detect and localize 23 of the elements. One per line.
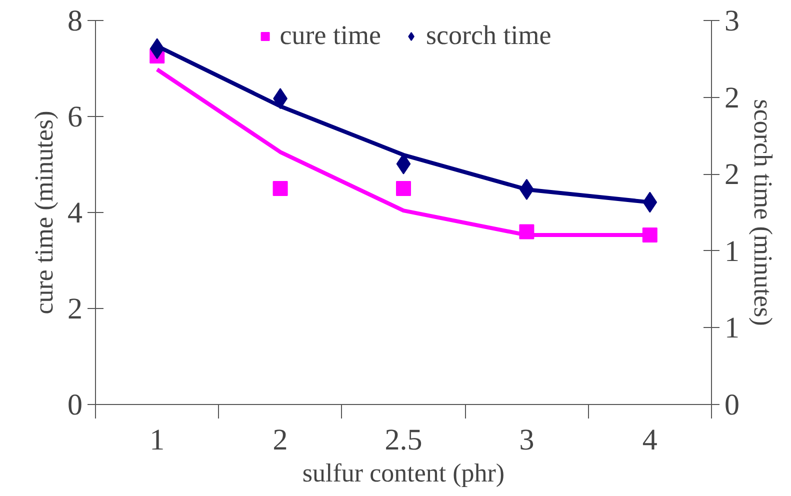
- y2-tick-label: 3: [724, 4, 740, 38]
- y2-tick-label: 2: [724, 81, 740, 114]
- point: [396, 181, 411, 196]
- point: [272, 181, 288, 196]
- x-tick-label: 4: [642, 424, 658, 456]
- y-tick-label: 8: [68, 4, 82, 38]
- x-tick-label: 3: [519, 424, 534, 456]
- y-tick-label: 2: [68, 292, 82, 326]
- x-tick-label: 2: [272, 424, 288, 456]
- y-tick-label: 4: [68, 196, 82, 230]
- x-tick-label: 1: [150, 424, 165, 456]
- x-tick-label: 2.5: [384, 424, 422, 456]
- y2-tick-label: 0: [724, 388, 740, 422]
- y-axis-title: cure time (minutes): [30, 110, 58, 314]
- x-axis-title: sulfur content (phr): [302, 458, 505, 488]
- legend-label: scorch time: [426, 20, 552, 51]
- y-tick-label: 6: [68, 100, 82, 134]
- y-tick-label: 0: [68, 388, 82, 422]
- y2-tick-label: 1: [724, 312, 740, 345]
- y2-tick-label: 2: [724, 158, 740, 192]
- y2-tick-label: 1: [724, 234, 740, 268]
- legend-label: cure time: [280, 20, 381, 51]
- y2-axis-title: scorch time (minutes): [748, 99, 778, 326]
